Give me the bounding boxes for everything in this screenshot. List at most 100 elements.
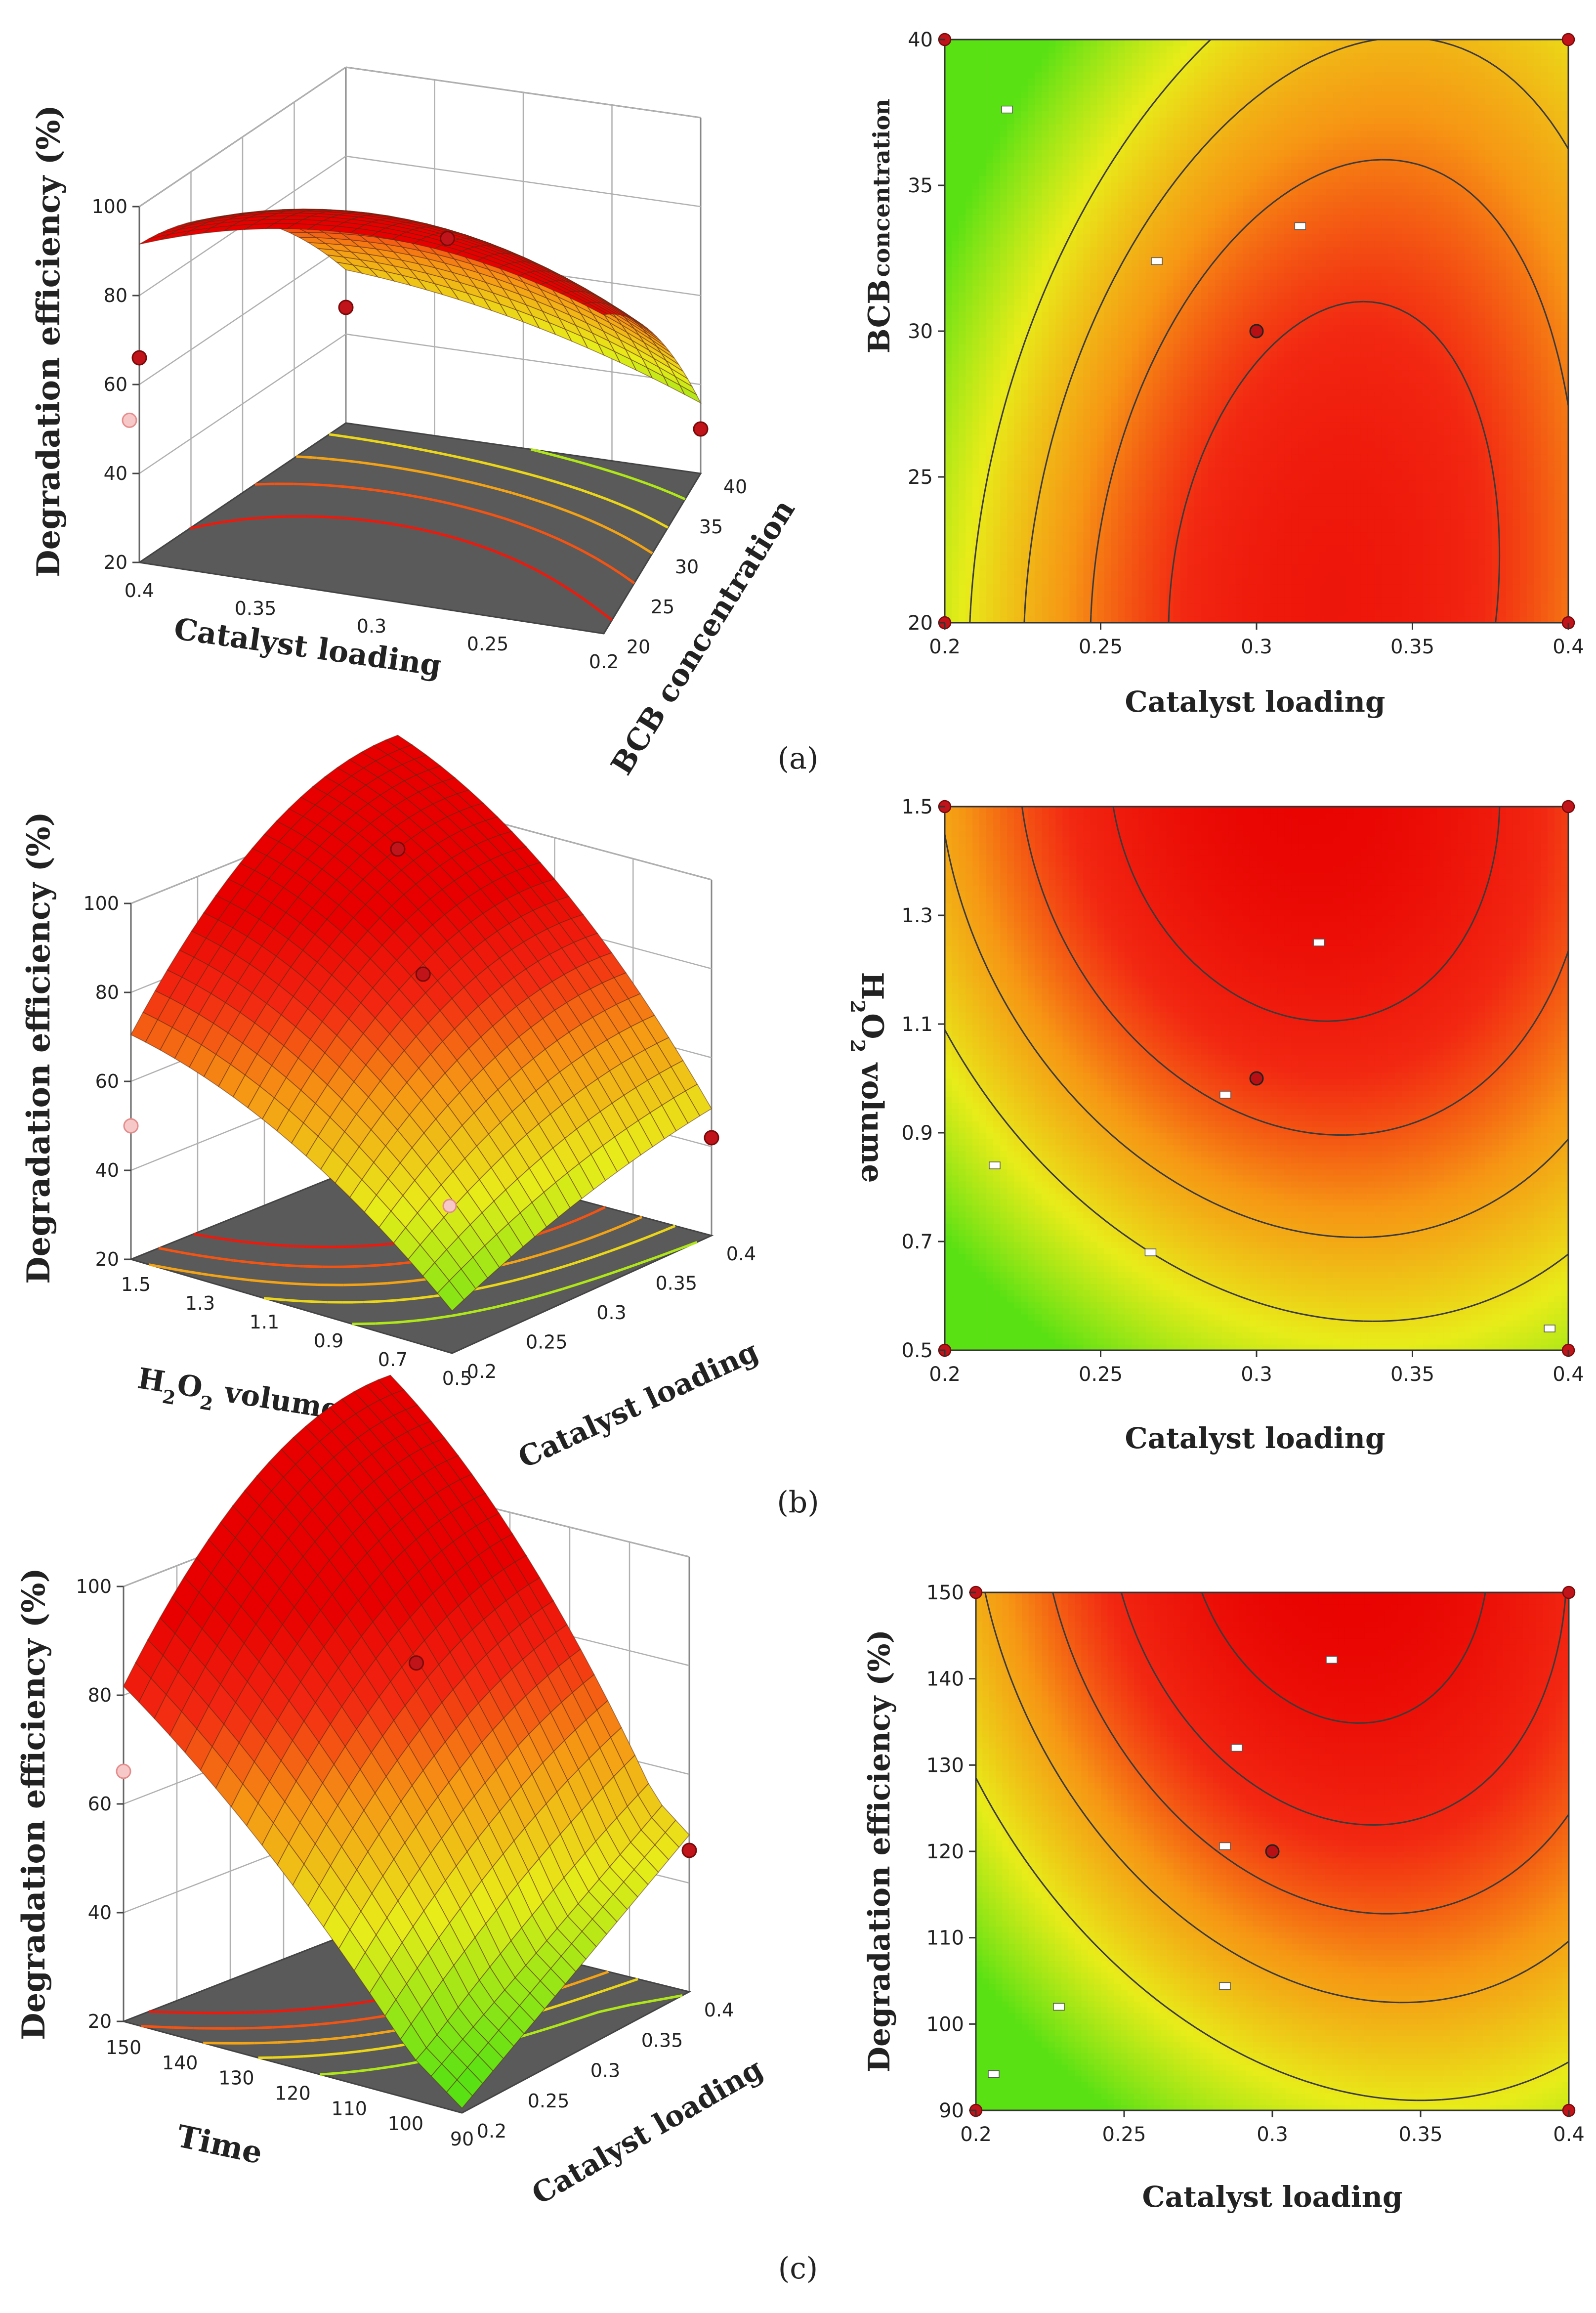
contour-cell [1055,137,1063,144]
contour-cell [1139,273,1146,280]
contour-cell [1021,117,1028,124]
contour-cell [959,461,966,468]
contour-cell [1042,577,1049,584]
contour-cell [979,52,987,59]
contour-cell [972,104,980,111]
contour-cell [1090,273,1097,280]
contour-cell [1160,383,1167,390]
contour-cell [1146,448,1153,455]
contour-cell [1090,156,1097,163]
contour-cell [959,487,966,494]
contour-cell [1007,40,1014,46]
contour-cell [972,603,980,610]
contour-cell [1180,117,1188,124]
contour-cell [1021,130,1028,137]
contour-cell [1180,195,1188,202]
contour-cell [993,370,1001,377]
contour-cell [993,539,1001,546]
floor-contour [609,566,611,568]
contour-cell [952,104,959,111]
contour-cell [1042,254,1049,260]
contour-cell [1118,539,1126,546]
contour-cell [959,389,966,396]
contour-cell [979,338,987,344]
contour-cell [1000,195,1008,202]
contour-cell [1174,59,1181,66]
contour-cell [1160,130,1167,137]
contour-cell [959,577,966,584]
contour-cell [1007,513,1014,519]
contour-cell [945,254,952,260]
contour-cell [1049,91,1056,98]
contour-cell [1000,52,1008,59]
contour-cell [1104,273,1112,280]
contour-cell [1028,299,1035,305]
contour-cell [993,383,1001,390]
contour-cell [1021,539,1028,546]
contour-cell [1160,539,1167,546]
contour-cell [986,234,994,241]
contour-cell [1042,240,1049,247]
contour-cell [1083,221,1091,228]
contour-cell [1090,40,1097,46]
contour-cell [1146,597,1153,604]
contour-cell [993,312,1001,319]
contour-cell [1180,525,1188,532]
contour-cell [1132,156,1139,163]
contour-cell [1111,338,1119,344]
contour-cell [1014,545,1021,552]
contour-cell [1062,409,1070,416]
contour-cell [959,558,966,565]
contour-cell [1021,175,1028,182]
contour-cell [1104,247,1112,254]
contour-cell [1069,461,1077,468]
contour-cell [1007,227,1014,234]
contour-cell [1132,480,1139,487]
contour-cell [1069,525,1077,532]
contour-cell [1090,532,1097,539]
contour-cell [1069,539,1077,546]
contour-cell [1083,52,1091,59]
contour-cell [1076,480,1084,487]
contour-cell [979,240,987,247]
contour-cell [1125,318,1133,325]
contour-cell [1055,111,1063,118]
contour-cell [1062,338,1070,344]
contour-cell [945,409,952,416]
contour-cell [1118,525,1126,532]
contour-cell [1042,325,1049,332]
contour-cell [1000,91,1008,98]
contour-cell [952,247,959,254]
contour-cell [1090,143,1097,150]
contour-cell [986,441,994,448]
contour-cell [1174,247,1181,254]
contour-cell [1104,104,1112,111]
contour-cell [1118,493,1126,500]
contour-cell [986,577,994,584]
contour-cell [1139,473,1146,480]
contour-cell [1049,65,1056,72]
contour-cell [1097,357,1104,364]
contour-cell [1111,402,1119,409]
contour-cell [945,525,952,532]
contour-cell [1146,163,1153,170]
contour-cell [1049,182,1056,189]
contour-cell [1125,292,1133,299]
contour-cell [1035,169,1042,176]
contour-cell [1055,104,1063,111]
contour-cell [1083,65,1091,72]
contour-cell [1118,325,1126,332]
contour-cell [1069,150,1077,157]
contour-cell [1042,370,1049,377]
contour-cell [952,273,959,280]
contour-cell [993,279,1001,286]
contour-cell [966,448,973,455]
contour-cell [1160,396,1167,403]
contour-cell [1180,415,1188,422]
contour-cell [1104,52,1112,59]
contour-cell [952,72,959,79]
contour-cell [993,331,1001,338]
contour-cell [1132,454,1139,461]
contour-cell [1069,286,1077,293]
contour-cell [1125,500,1133,507]
